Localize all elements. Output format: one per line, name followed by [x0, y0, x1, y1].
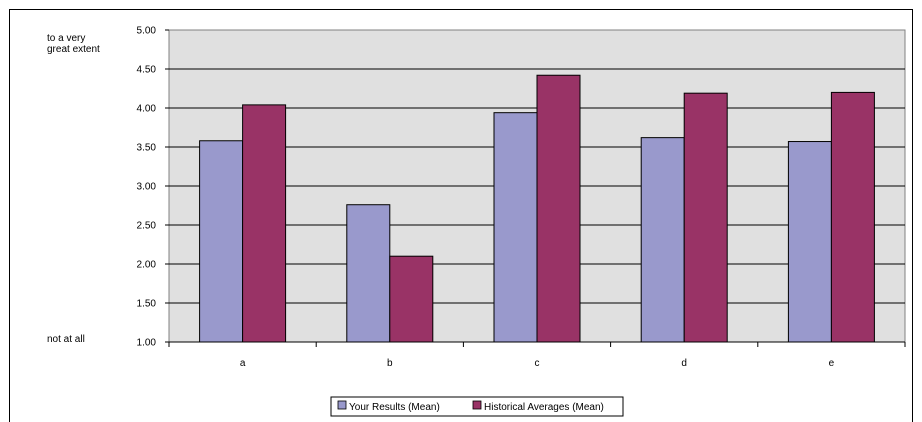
bar-your-results-a	[199, 140, 244, 343]
bar-historical-averages-a	[242, 104, 287, 343]
x-tick-label: a	[240, 358, 246, 369]
bar-your-results-d	[640, 137, 685, 343]
x-tick-label: e	[829, 358, 835, 369]
legend-swatch-your-results	[337, 400, 347, 410]
legend: Your Results (Mean) Historical Averages …	[330, 396, 624, 417]
bars	[199, 74, 875, 343]
y-tick-label: 3.50	[137, 143, 157, 154]
bar-historical-averages-e	[830, 91, 875, 343]
bar-historical-averages-d	[683, 92, 728, 343]
y-anchor-bottom: not at all	[47, 334, 85, 345]
y-tick-label: 3.00	[137, 182, 157, 193]
y-tick-label: 1.00	[137, 338, 157, 349]
y-tick-label: 4.50	[137, 65, 157, 76]
y-tick-label: 5.00	[137, 26, 157, 37]
chart-frame	[9, 9, 913, 422]
x-axis: a b c d e	[168, 341, 906, 369]
x-tick-label: c	[535, 358, 540, 369]
y-axis-ticks: 1.00 1.50 2.00 2.50 3.00 3.50 4.00 4.50 5.00	[137, 26, 169, 349]
y-tick-label: 1.50	[137, 299, 157, 310]
bar-your-results-b	[346, 204, 391, 343]
legend-label-your-results: Your Results (Mean)	[349, 402, 440, 413]
bar-historical-averages-b	[389, 255, 434, 343]
legend-swatch-historical-averages	[472, 400, 482, 410]
y-anchor-top-line-2: great extent	[47, 44, 100, 55]
y-tick-label: 2.50	[137, 221, 157, 232]
x-tick-label: b	[387, 358, 393, 369]
bar-historical-averages-c	[536, 74, 581, 343]
bar-your-results-e	[787, 141, 832, 343]
x-tick-label: d	[681, 358, 687, 369]
legend-label-historical-averages: Historical Averages (Mean)	[484, 402, 604, 413]
y-tick-label: 2.00	[137, 260, 157, 271]
y-anchor-top-line-1: to a very	[47, 33, 85, 44]
bar-your-results-c	[493, 112, 538, 343]
y-tick-label: 4.00	[137, 104, 157, 115]
